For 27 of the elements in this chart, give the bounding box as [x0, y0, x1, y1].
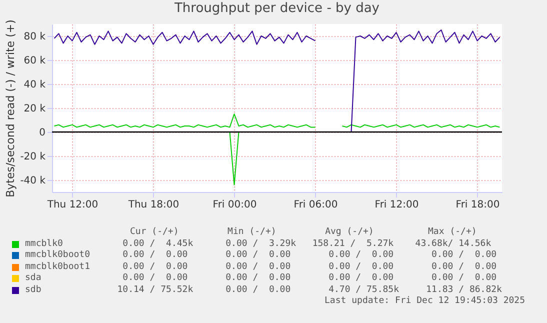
text: 0.00 / 0.00 0.00 / 0.00 0.00 / 0.00 0.00 / 0.00: [122, 273, 497, 284]
x-tick-label: Fri 00:00: [212, 200, 257, 210]
x-tick-label: Thu 12:00: [46, 200, 98, 210]
y-tick-label: -40 k: [20, 176, 46, 186]
x-tick-label: Fri 12:00: [374, 200, 419, 210]
text: 0.00 / 4.45k 0.00 / 3.29k 158.21 / 5.27k 43.68k/ 14.56k: [122, 238, 492, 250]
y-tick-label: 60 k: [24, 56, 46, 66]
y-tick-label: 0: [39, 128, 46, 138]
y-tick-label: 80 k: [24, 32, 46, 42]
legend-label: mmcblk0: [25, 238, 64, 250]
text: 10.14 / 75.52k 0.00 / 0.00 4.70 / 75.85k 11.83 / 86.82k: [116, 284, 502, 296]
text: Last update: Fri Dec 12 19:45:03 2025: [324, 296, 525, 308]
y-tick-label: 40 k: [24, 80, 46, 90]
legend-label: mmcblk0boot1: [25, 262, 92, 273]
legend-label: sda: [25, 273, 42, 284]
chart-title: Throughput per device - by day: [173, 1, 380, 16]
y-tick-label: 20 k: [24, 104, 46, 114]
x-tick-label: Thu 18:00: [127, 200, 180, 210]
text: Cur (-/+) Min (-/+) Avg (-/+) Max (-/+): [129, 227, 478, 238]
text: 0.00 / 0.00 0.00 / 0.00 0.00 / 0.00 0.00 / 0.00: [122, 250, 497, 262]
text: 0.00 / 0.00 0.00 / 0.00 0.00 / 0.00 0.00 / 0.00: [122, 262, 497, 273]
x-tick-label: Fri 18:00: [456, 200, 500, 210]
legend-label: mmcblk0boot0: [25, 250, 92, 262]
x-tick-label: Fri 06:00: [294, 200, 338, 210]
legend-label: sdb: [25, 284, 42, 296]
y-axis-title: Bytes/second read (-) / write (+): [4, 20, 18, 198]
y-tick-label: -20 k: [20, 152, 46, 162]
